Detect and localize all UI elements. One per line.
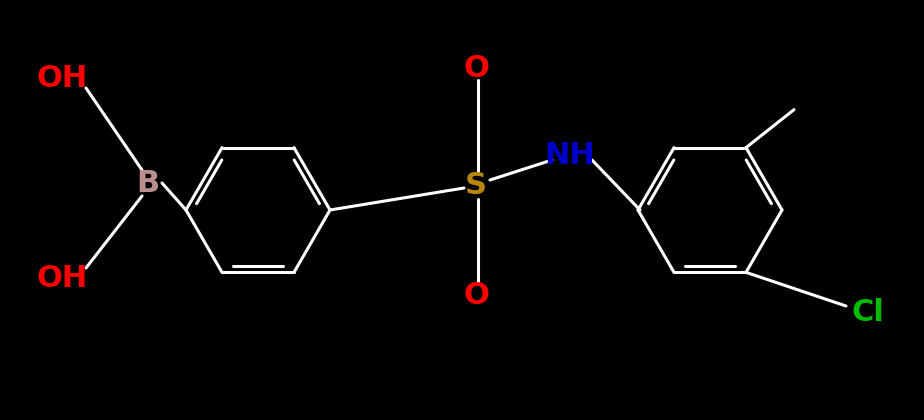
Text: O: O [463,281,489,310]
Text: S: S [465,171,487,200]
Text: Cl: Cl [852,297,884,326]
Text: B: B [137,168,160,197]
Text: OH: OH [36,263,88,292]
Text: OH: OH [36,63,88,92]
Text: NH: NH [544,141,595,170]
Text: O: O [463,53,489,82]
